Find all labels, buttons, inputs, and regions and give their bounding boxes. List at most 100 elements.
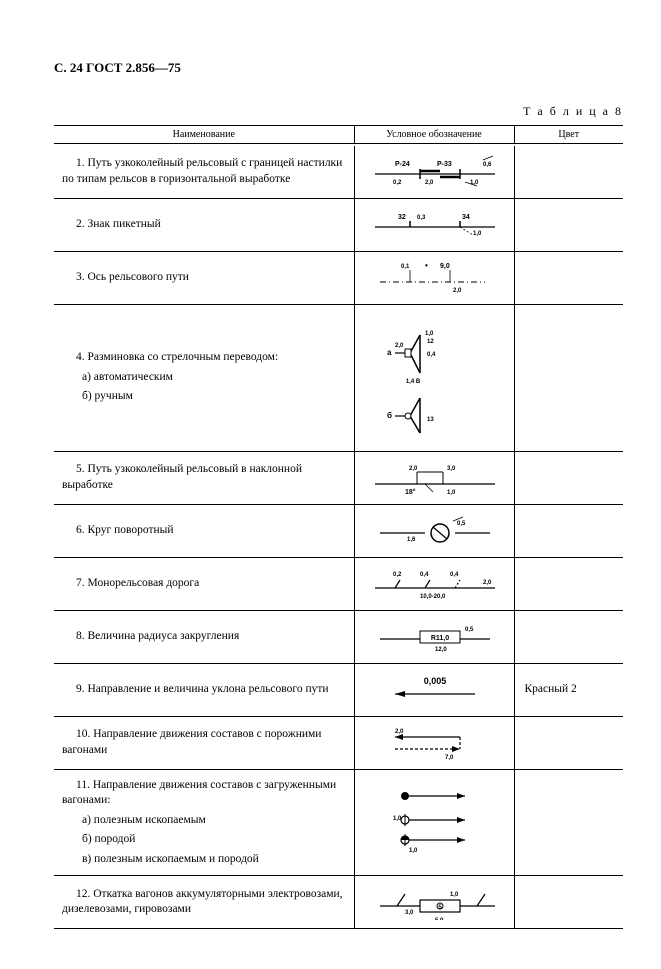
table-row: 7. Монорельсовая дорога 0,2 0,4 0,4 2,0 10,0-… — [54, 557, 623, 610]
row-color — [514, 876, 623, 929]
row-color — [514, 146, 623, 199]
svg-text:5,0: 5,0 — [435, 918, 444, 920]
table-row: 4. Разминовка со стрелочным переводом: а)… — [54, 304, 623, 451]
svg-text:1,0: 1,0 — [473, 231, 482, 237]
row-symbol: 2,0 3,0 18° 1,0 — [354, 451, 514, 504]
svg-text:0,4: 0,4 — [427, 352, 436, 358]
row-color — [514, 610, 623, 663]
row-color — [514, 198, 623, 251]
row-symbol: 0,2 0,4 0,4 2,0 10,0-20,0 — [354, 557, 514, 610]
row-name-text: 5. Путь узкоколейный рельсовый в наклонн… — [62, 462, 348, 493]
row-name: 1. Путь узкоколейный рельсовый с границе… — [54, 146, 354, 199]
table-row: 3. Ось рельсового пути0,1•9,02,0 — [54, 251, 623, 304]
row-color — [514, 769, 623, 876]
svg-text:Р-33: Р-33 — [437, 161, 452, 168]
row-name: 2. Знак пикетный — [54, 198, 354, 251]
row-color — [514, 557, 623, 610]
svg-text:2,0: 2,0 — [409, 466, 418, 472]
row-symbol: Р-24Р-330,60,22,01,0 — [354, 146, 514, 199]
svg-text:2,0: 2,0 — [395, 729, 404, 735]
row-color — [514, 716, 623, 769]
row-name-part: в) полезным ископаемым и породой — [62, 852, 348, 868]
row-color: Красный 2 — [514, 663, 623, 716]
svg-text:1,6: 1,6 — [407, 537, 416, 543]
row-color — [514, 504, 623, 557]
row-name: 5. Путь узкоколейный рельсовый в наклонн… — [54, 451, 354, 504]
row-symbol: 0,1•9,02,0 — [354, 251, 514, 304]
svg-text:34: 34 — [462, 214, 470, 221]
svg-text:б: б — [387, 411, 392, 420]
row-name: 11. Направление движения составов с загр… — [54, 769, 354, 876]
row-symbol: 320,3341,0 — [354, 198, 514, 251]
svg-text:0,3: 0,3 — [417, 215, 426, 221]
row-name-text: 1. Путь узкоколейный рельсовый с границе… — [62, 156, 348, 187]
table-row: 8. Величина радиуса закругленияR11,00,51… — [54, 610, 623, 663]
row-color — [514, 251, 623, 304]
svg-text:9,0: 9,0 — [440, 263, 450, 270]
svg-text:0,5: 0,5 — [457, 521, 466, 527]
row-name-text: 3. Ось рельсового пути — [62, 270, 348, 286]
svg-text:Р-24: Р-24 — [395, 161, 410, 168]
svg-text:1,0: 1,0 — [409, 848, 418, 854]
svg-text:0,4: 0,4 — [420, 572, 429, 578]
row-symbol: 1,6 0,5 — [354, 504, 514, 557]
svg-text:13: 13 — [427, 417, 434, 423]
table-row: 11. Направление движения составов с загр… — [54, 769, 623, 876]
svg-text:3,0: 3,0 — [447, 466, 456, 472]
row-name-text: 9. Направление и величина уклона рельсов… — [62, 682, 348, 698]
row-name-part: а) полезным ископаемым — [62, 813, 348, 829]
svg-text:1,0: 1,0 — [425, 331, 434, 337]
col-header-symbol: Условное обозначение — [354, 126, 514, 144]
svg-text:12: 12 — [427, 339, 434, 345]
svg-text:1,0: 1,0 — [450, 892, 459, 898]
svg-text:1,4 В: 1,4 В — [406, 379, 421, 385]
row-symbol: 1,03,055,0 — [354, 876, 514, 929]
svg-text:12,0: 12,0 — [435, 647, 447, 653]
svg-text:2,0: 2,0 — [483, 580, 492, 586]
table-row: 9. Направление и величина уклона рельсов… — [54, 663, 623, 716]
table-row: 10. Направление движения составов с поро… — [54, 716, 623, 769]
table-row: 2. Знак пикетный320,3341,0 — [54, 198, 623, 251]
svg-text:2,0: 2,0 — [425, 180, 434, 186]
svg-text:0,2: 0,2 — [393, 572, 402, 578]
svg-text:18°: 18° — [405, 488, 416, 496]
row-name-part: б) породой — [62, 832, 348, 848]
row-name-text: 7. Монорельсовая дорога — [62, 576, 348, 592]
svg-text:0,5: 0,5 — [465, 627, 474, 633]
svg-text:а: а — [387, 348, 392, 357]
row-name-part: 4. Разминовка со стрелочным переводом: — [62, 350, 348, 366]
svg-text:0,4: 0,4 — [450, 572, 459, 578]
row-name-text: 2. Знак пикетный — [62, 217, 348, 233]
page-header: С. 24 ГОСТ 2.856—75 — [54, 60, 623, 76]
row-symbol: R11,0 0,5 12,0 — [354, 610, 514, 663]
svg-text:3,0: 3,0 — [405, 910, 414, 916]
svg-text:R11,0: R11,0 — [431, 635, 449, 642]
table-title: Т а б л и ц а 8 — [54, 104, 623, 119]
table-row: 12. Откатка вагонов аккумуляторными элек… — [54, 876, 623, 929]
row-name-text: 10. Направление движения составов с поро… — [62, 727, 348, 758]
row-name: 3. Ось рельсового пути — [54, 251, 354, 304]
row-symbol: 0,005 — [354, 663, 514, 716]
svg-text:0,005: 0,005 — [424, 676, 447, 686]
svg-text:2,0: 2,0 — [453, 288, 462, 294]
row-name: 10. Направление движения составов с поро… — [54, 716, 354, 769]
svg-text:7,0: 7,0 — [445, 755, 454, 761]
row-name-text: 12. Откатка вагонов аккумуляторными элек… — [62, 887, 348, 918]
row-name-text: 6. Круг поворотный — [62, 523, 348, 539]
row-symbol: 1,0 1,0 — [354, 769, 514, 876]
svg-text:0,2: 0,2 — [393, 180, 402, 186]
row-color — [514, 451, 623, 504]
row-name-part: 11. Направление движения составов с загр… — [62, 778, 348, 809]
svg-text:1,0: 1,0 — [447, 490, 456, 496]
svg-text:0,1: 0,1 — [401, 264, 410, 270]
row-name-part: а) автоматическим — [62, 370, 348, 386]
row-symbol: а1,0120,42,01,4 Вб13 — [354, 304, 514, 451]
svg-text:10,0-20,0: 10,0-20,0 — [420, 594, 446, 600]
row-name-part: б) ручным — [62, 389, 348, 405]
table-row: 1. Путь узкоколейный рельсовый с границе… — [54, 146, 623, 199]
row-name: 4. Разминовка со стрелочным переводом: а)… — [54, 304, 354, 451]
row-name: 12. Откатка вагонов аккумуляторными элек… — [54, 876, 354, 929]
svg-text:1,0: 1,0 — [393, 816, 402, 822]
table-row: 6. Круг поворотный 1,6 0,5 — [54, 504, 623, 557]
table-row: 5. Путь узкоколейный рельсовый в наклонн… — [54, 451, 623, 504]
